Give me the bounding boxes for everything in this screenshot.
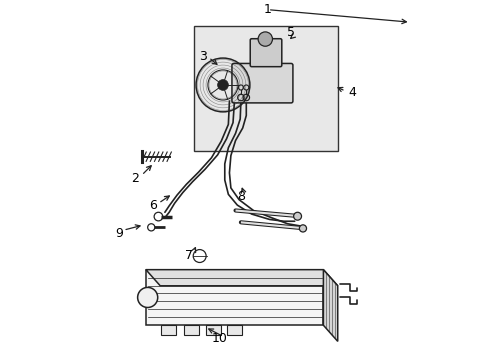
Text: 1: 1: [264, 3, 271, 16]
Circle shape: [258, 32, 272, 46]
Circle shape: [293, 212, 301, 220]
Circle shape: [217, 80, 228, 90]
Circle shape: [299, 225, 306, 232]
Bar: [205, 325, 221, 335]
Circle shape: [137, 287, 158, 307]
Text: 8: 8: [236, 190, 244, 203]
FancyBboxPatch shape: [250, 39, 281, 67]
Polygon shape: [323, 270, 337, 341]
Text: 2: 2: [131, 172, 139, 185]
Bar: [194, 26, 337, 151]
Bar: [183, 325, 198, 335]
Polygon shape: [145, 270, 337, 286]
Text: 7: 7: [184, 249, 193, 262]
Text: 9: 9: [115, 227, 122, 240]
Text: 6: 6: [149, 199, 157, 212]
Text: 10: 10: [211, 332, 227, 345]
FancyBboxPatch shape: [231, 63, 292, 103]
Bar: [161, 325, 176, 335]
Bar: [227, 325, 242, 335]
Text: 5: 5: [286, 27, 295, 40]
Text: 4: 4: [347, 86, 355, 99]
Text: 3: 3: [199, 50, 207, 63]
Bar: [145, 270, 323, 325]
